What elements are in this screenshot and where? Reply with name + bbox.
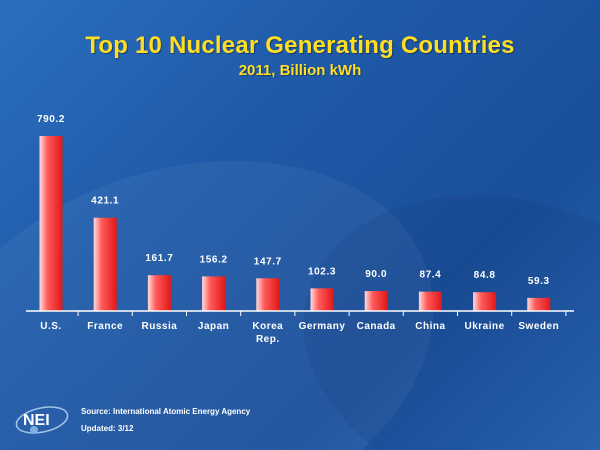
bar-5 [310,288,334,311]
category-label-7: China [415,321,445,332]
value-label-7: 87.4 [419,270,441,281]
bar-4 [256,278,280,311]
bar-7 [418,291,442,311]
updated-note: Updated: 3/12 [81,424,134,433]
value-label-0: 790.2 [37,114,65,125]
category-label-4-line-0: Korea [252,321,283,332]
value-label-8: 84.8 [474,270,496,281]
category-label-0: U.S. [40,321,61,332]
bar-8 [473,292,497,311]
category-label-3: Japan [198,321,229,332]
logo-text: NEI [23,412,50,429]
bar-6 [364,291,388,311]
value-label-6: 90.0 [365,269,387,280]
value-label-9: 59.3 [528,276,550,287]
value-label-2: 161.7 [145,253,173,264]
nei-logo-icon: NEI [15,406,69,434]
value-labels-group: 790.2 421.1 161.7 156.2 147.7 102.3 90.0 87.4 84… [37,114,550,287]
chart-subtitle: 2011, Billion kWh [238,62,362,79]
value-label-3: 156.2 [200,254,228,265]
category-label-6: Canada [357,321,396,332]
bar-9 [527,297,551,311]
bar-1 [93,217,117,311]
chart-title: Top 10 Nuclear Generating Countries [85,32,515,59]
category-label-5: Germany [299,321,346,332]
x-ticks-group [77,311,567,316]
category-label-1: France [87,321,123,332]
value-label-4: 147.7 [254,256,282,267]
category-label-9: Sweden [518,321,559,332]
source-note: Source: International Atomic Energy Agen… [81,407,251,416]
bar-3 [202,276,226,311]
value-label-5: 102.3 [308,266,336,277]
category-labels-group: U.S. France Russia Japan Korea Rep. Germany Can… [40,321,559,345]
category-label-4-line-1: Rep. [256,334,280,345]
bar-0 [39,136,63,311]
category-label-8: Ukraine [465,321,505,332]
category-label-2: Russia [142,321,178,332]
value-label-1: 421.1 [91,196,119,207]
bars-group [39,136,551,311]
bar-2 [147,275,171,311]
